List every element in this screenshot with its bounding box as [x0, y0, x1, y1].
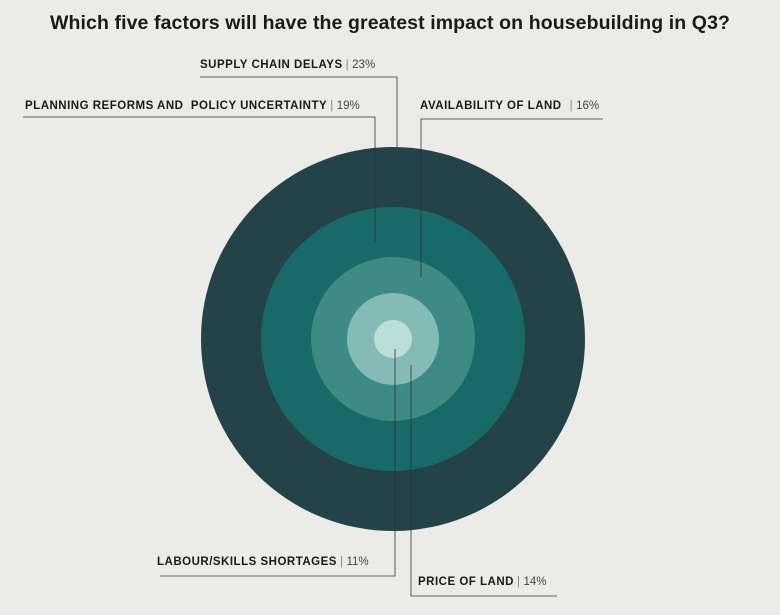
ring-labour-skills-shortages [374, 320, 412, 358]
label-supply-chain-delays: SUPPLY CHAIN DELAYS | 23% [200, 59, 376, 71]
leader-availability-of-land [420, 118, 603, 277]
chart-title: Which five factors will have the greates… [49, 12, 731, 34]
leader-planning-reforms [23, 116, 376, 243]
label-planning-reforms: PLANNING REFORMS AND POLICY UNCERTAINTY |… [25, 100, 360, 112]
leader-supply-chain-delays [200, 76, 398, 148]
label-labour-skills-shortages: LABOUR/SKILLS SHORTAGES | 11% [157, 556, 369, 568]
leader-labour-skills-shortages [160, 349, 396, 577]
label-price-of-land: PRICE OF LAND | 14% [418, 576, 547, 588]
label-availability-of-land: AVAILABILITY OF LAND | 16% [420, 100, 600, 112]
leader-price-of-land [410, 365, 557, 597]
